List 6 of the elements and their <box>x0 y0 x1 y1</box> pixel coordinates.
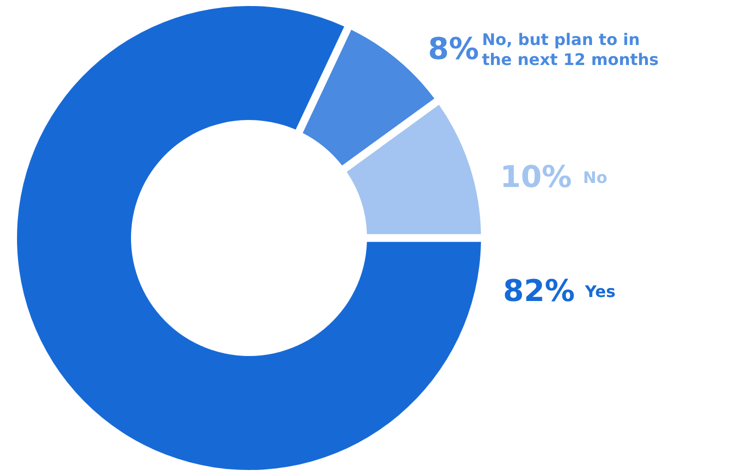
slice-label: No <box>583 168 608 187</box>
data-label: 10% <box>500 160 572 195</box>
slice-label: Yes <box>584 282 616 301</box>
slice-label: No, but plan to in the next 12 months <box>482 30 659 69</box>
data-label: 82% <box>503 274 575 309</box>
data-label: 8% <box>428 32 479 67</box>
